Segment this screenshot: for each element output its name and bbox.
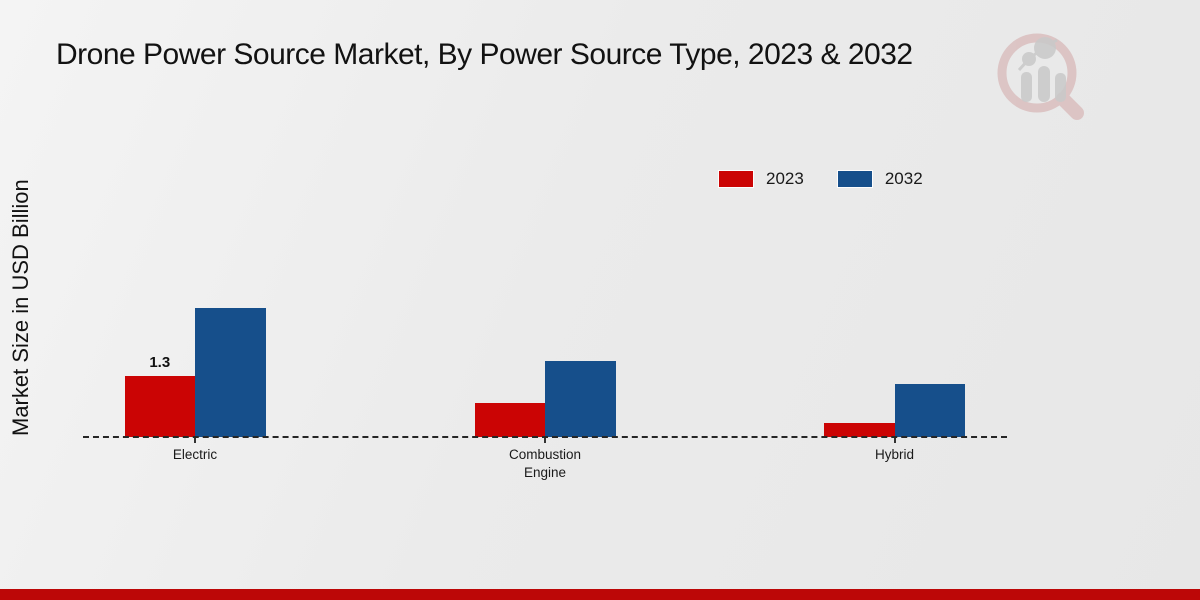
- x-tick-label-electric: Electric: [172, 447, 218, 462]
- footer-accent-bar: [0, 589, 1200, 600]
- bar-2023-combustion-engine: [474, 403, 545, 437]
- bar-2023-electric: [124, 376, 195, 437]
- legend-swatch-2023: [718, 170, 754, 188]
- legend: 2023 2032: [718, 169, 923, 189]
- x-axis-tick-combustion-engine: [544, 438, 546, 443]
- y-axis-label: Market Size in USD Billion: [8, 179, 33, 436]
- legend-item-2023: 2023: [718, 169, 804, 189]
- x-axis-baseline: [83, 436, 1007, 438]
- magnifier-bar-chart-logo-icon: [997, 33, 1084, 120]
- chart-title: Drone Power Source Market, By Power Sour…: [56, 38, 913, 71]
- data-label-2023-electric: 1.3: [149, 354, 171, 371]
- bar-2023-hybrid: [824, 423, 895, 437]
- bar-2032-hybrid: [894, 384, 965, 437]
- legend-item-2032: 2032: [836, 169, 923, 189]
- x-axis-tick-hybrid: [893, 438, 896, 443]
- x-tick-label-hybrid: Hybrid: [874, 447, 914, 462]
- legend-label-2032: 2032: [884, 169, 923, 188]
- legend-swatch-2032: [836, 170, 873, 188]
- bar-2032-electric: [195, 308, 266, 437]
- legend-label-2023: 2023: [766, 169, 804, 188]
- bar-2032-combustion-engine: [545, 361, 616, 437]
- x-axis-tick-electric: [194, 438, 196, 443]
- x-tick-label-combustion-engine: Combustion Engine: [508, 447, 582, 481]
